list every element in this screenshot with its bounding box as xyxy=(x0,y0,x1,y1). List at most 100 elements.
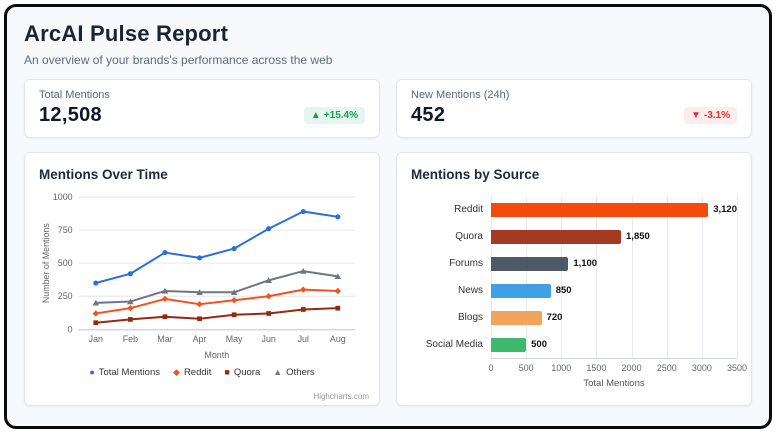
series-line[interactable] xyxy=(95,307,338,324)
data-point-marker[interactable] xyxy=(127,305,134,312)
x-gridline xyxy=(666,196,668,358)
x-gridline xyxy=(631,196,633,358)
legend-item[interactable]: ▲ Others xyxy=(273,367,314,378)
data-point-marker[interactable] xyxy=(230,289,238,295)
x-tick-label: 500 xyxy=(518,363,534,373)
data-point-marker[interactable] xyxy=(300,307,306,312)
bar-row: 1,100 xyxy=(491,250,737,277)
bar-row: 1,850 xyxy=(491,223,737,250)
report-header: ArcAI Pulse Report An overview of your b… xyxy=(24,21,752,67)
data-point-marker[interactable] xyxy=(197,316,202,322)
bar[interactable] xyxy=(491,202,709,217)
bar-category-label: Quora xyxy=(455,231,483,242)
bar-category-label: Forums xyxy=(449,258,483,269)
legend-item[interactable]: ● Total Mentions xyxy=(89,367,160,378)
x-tick-label: May xyxy=(226,334,243,344)
kpi-change-badge: ▼ -3.1% xyxy=(683,107,737,124)
square-marker-icon: ■ xyxy=(224,367,230,377)
bar-x-axis: 0 500 1000 1500 2000 2500 3000 3500 Total Menti… xyxy=(488,363,747,389)
x-axis-title: Month xyxy=(204,350,229,360)
legend-item[interactable]: ■ Quora xyxy=(224,367,260,378)
data-point-marker[interactable] xyxy=(300,286,307,293)
data-point-marker[interactable] xyxy=(335,214,341,220)
x-tick-label: Jan xyxy=(89,334,103,344)
data-point-marker[interactable] xyxy=(161,287,169,294)
dashboard-window: ArcAI Pulse Report An overview of your b… xyxy=(4,4,772,429)
y-tick-label: 250 xyxy=(58,291,73,301)
data-point-marker[interactable] xyxy=(334,287,341,295)
bar-category-axis: Reddit Quora Forums News Blogs Social Media xyxy=(411,196,491,359)
page-title: ArcAI Pulse Report xyxy=(24,21,229,46)
bar[interactable] xyxy=(491,283,551,298)
page-subtitle: An overview of your brands's performance… xyxy=(24,53,333,67)
x-tick-label: 1000 xyxy=(551,363,572,373)
bar-row: 850 xyxy=(491,277,737,304)
x-tick-label: 1500 xyxy=(586,363,607,373)
bar-category-label: Blogs xyxy=(457,312,483,323)
kpi-card-new-mentions: New Mentions (24h) 452 ▼ -3.1% xyxy=(396,79,752,138)
legend-item-label: Others xyxy=(286,367,315,378)
bar-value-label: 500 xyxy=(531,339,547,350)
data-point-marker[interactable] xyxy=(300,208,306,215)
kpi-main: New Mentions (24h) 452 xyxy=(411,89,509,127)
data-point-marker[interactable] xyxy=(334,273,342,280)
x-gridline xyxy=(491,196,492,358)
bar[interactable] xyxy=(491,337,527,352)
bar[interactable] xyxy=(491,229,622,244)
x-tick-label: 0 xyxy=(488,363,494,373)
series-line[interactable] xyxy=(95,288,338,315)
data-point-marker[interactable] xyxy=(128,317,133,322)
kpi-change-value: +15.4% xyxy=(323,110,358,121)
data-point-marker[interactable] xyxy=(231,246,237,252)
x-tick-label: Mar xyxy=(157,334,172,344)
series-line[interactable] xyxy=(95,270,338,304)
legend-item-label: Reddit xyxy=(183,367,212,378)
data-point-marker[interactable] xyxy=(266,311,272,316)
bar-x-axis-label: Total Mentions xyxy=(583,378,645,389)
x-gridline xyxy=(701,196,703,358)
data-point-marker[interactable] xyxy=(266,226,272,232)
bar-value-label: 1,850 xyxy=(626,231,650,242)
data-point-marker[interactable] xyxy=(92,310,99,317)
highcharts-credit[interactable]: Highcharts.com xyxy=(313,392,369,401)
x-tick-label: 3000 xyxy=(691,363,712,373)
bar-value-label: 850 xyxy=(555,285,572,296)
data-point-marker[interactable] xyxy=(162,249,168,256)
mentions-over-time-card: Mentions Over Time 0 250 500 750 1000 Jan Feb M… xyxy=(24,152,380,406)
y-tick-label: 500 xyxy=(58,258,73,268)
bar[interactable] xyxy=(491,310,542,325)
data-point-marker[interactable] xyxy=(92,299,100,306)
charts-row: Mentions Over Time 0 250 500 750 1000 Jan Feb M… xyxy=(24,152,752,406)
data-point-marker[interactable] xyxy=(127,271,133,277)
data-point-marker[interactable] xyxy=(265,293,272,300)
data-point-marker[interactable] xyxy=(93,280,99,286)
series-line[interactable] xyxy=(95,210,338,284)
bar-value-label: 1,100 xyxy=(573,258,598,269)
x-gridline xyxy=(737,196,738,358)
bar[interactable] xyxy=(491,256,569,271)
kpi-card-total-mentions: Total Mentions 12,508 ▲ +15.4% xyxy=(24,79,380,138)
data-point-marker[interactable] xyxy=(196,255,203,261)
legend-item-label: Quora xyxy=(233,367,261,378)
data-point-marker[interactable] xyxy=(299,268,307,274)
data-point-marker[interactable] xyxy=(196,301,203,308)
data-point-marker[interactable] xyxy=(335,305,341,311)
bar-chart-title: Mentions by Source xyxy=(411,167,540,182)
bar-row: 500 xyxy=(491,331,737,358)
kpi-change-value: -3.1% xyxy=(703,110,730,121)
bar-row: 3,120 xyxy=(491,196,737,223)
data-point-marker[interactable] xyxy=(93,320,99,326)
bar-value-label: 3,120 xyxy=(713,204,737,215)
x-tick-label: 3500 xyxy=(726,363,748,373)
x-tick-label: Jun xyxy=(262,334,276,344)
data-point-marker[interactable] xyxy=(230,297,238,304)
data-point-marker[interactable] xyxy=(196,289,203,295)
data-point-marker[interactable] xyxy=(231,312,237,318)
data-point-marker[interactable] xyxy=(162,314,168,320)
bar-row: 720 xyxy=(491,304,737,331)
legend-item[interactable]: ◆ Reddit xyxy=(173,367,211,378)
data-point-marker[interactable] xyxy=(127,298,134,305)
bar-category-label: Reddit xyxy=(454,204,483,215)
line-chart[interactable]: 0 250 500 750 1000 Jan Feb Mar Apr May Jun Jul Aug Nu… xyxy=(39,188,365,364)
data-point-marker[interactable] xyxy=(265,277,272,284)
